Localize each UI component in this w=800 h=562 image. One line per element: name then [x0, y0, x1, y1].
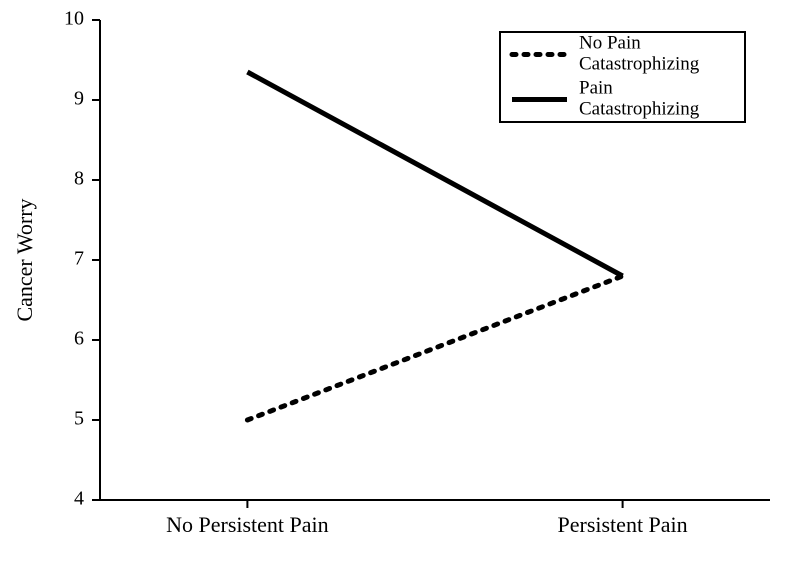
cancer-worry-chart: 4 5 6 7 8 9 10 No Persistent Pain Persistent Pai… [0, 0, 800, 562]
legend-label: No Pain [579, 32, 641, 53]
legend-label: Pain [579, 77, 613, 98]
y-tick-label: 7 [74, 248, 84, 270]
y-tick-label: 9 [74, 88, 84, 110]
chart-svg: 4 5 6 7 8 9 10 No Persistent Pain Persistent Pai… [0, 0, 800, 562]
y-tick-label: 6 [74, 328, 84, 350]
y-axis-label: Cancer Worry [12, 198, 37, 321]
y-tick-label: 4 [74, 488, 84, 510]
y-tick-label: 5 [74, 408, 84, 430]
y-tick-label: 8 [74, 168, 84, 190]
x-tick-label: No Persistent Pain [166, 512, 329, 537]
x-tick-label: Persistent Pain [558, 512, 688, 537]
y-tick-label: 10 [64, 8, 84, 30]
legend-label: Catastrophizing [579, 53, 700, 74]
legend-label: Catastrophizing [579, 98, 700, 119]
